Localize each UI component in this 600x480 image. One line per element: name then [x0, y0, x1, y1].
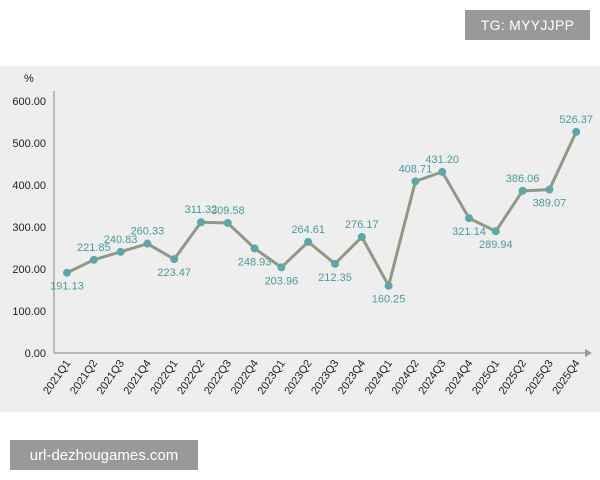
data-label: 240.83: [104, 234, 138, 246]
data-point: [411, 177, 420, 186]
data-point: [116, 247, 125, 256]
data-label: 276.17: [345, 219, 379, 231]
data-point: [545, 185, 554, 194]
data-label: 526.37: [559, 114, 593, 126]
y-tick-label: 300.00: [12, 222, 46, 234]
tg-tag-label: TG: MYYJJPP: [465, 10, 590, 40]
data-point: [63, 268, 71, 277]
data-label: 289.94: [479, 239, 513, 251]
data-point: [277, 263, 286, 272]
data-label: 311.32: [185, 204, 218, 216]
y-unit-label: %: [24, 73, 34, 85]
series-line-group: [66, 131, 578, 288]
data-label: 431.20: [425, 154, 459, 166]
tick-labels: % 600.00 500.00 400.00 300.00 200.00 100.00 0.0…: [12, 73, 582, 397]
y-tick-label: 600.00: [12, 96, 46, 108]
x-axis-arrow: [585, 349, 592, 357]
data-label: 160.25: [372, 294, 406, 306]
data-point: [143, 239, 152, 248]
data-point: [197, 218, 205, 227]
data-label: 203.96: [265, 275, 299, 287]
data-point: [250, 244, 259, 253]
data-point: [223, 218, 232, 227]
data-label: 212.35: [318, 272, 352, 284]
data-label: 191.13: [50, 281, 84, 293]
data-label: 321.14: [452, 226, 486, 238]
data-label: 260.33: [131, 226, 165, 238]
data-label: 223.47: [157, 267, 191, 279]
data-point: [89, 255, 98, 264]
data-point: [518, 186, 527, 195]
y-tick-label: 400.00: [12, 180, 46, 192]
data-point: [170, 255, 179, 264]
data-label: 264.61: [291, 224, 325, 236]
data-label: 221.85: [77, 242, 111, 254]
y-tick-label: 500.00: [12, 138, 46, 150]
data-point: [465, 214, 473, 223]
y-tick-label: 100.00: [12, 306, 46, 318]
data-point: [438, 167, 447, 176]
data-point: [384, 281, 393, 290]
data-label: 248.93: [238, 256, 272, 268]
x-tick-label: 2025Q4: [550, 358, 582, 397]
y-tick-label: 200.00: [12, 264, 46, 276]
data-point: [572, 127, 581, 136]
y-tick-label: 0.00: [25, 348, 46, 360]
watermark-label: url-dezhougames.com: [10, 440, 198, 470]
data-point: [357, 233, 366, 242]
series-line: [66, 131, 578, 288]
data-point: [304, 237, 313, 246]
data-point: [331, 259, 339, 268]
data-point: [491, 227, 500, 236]
chart-panel: 191.13 221.85 240.83 260.33 223.47 311.32 309.…: [0, 66, 600, 412]
data-label: 386.06: [506, 173, 540, 185]
axes: [53, 91, 592, 357]
data-label: 389.07: [533, 198, 567, 210]
data-label: 309.58: [211, 205, 245, 217]
data-points: [63, 127, 581, 290]
data-label: 408.71: [399, 163, 433, 175]
